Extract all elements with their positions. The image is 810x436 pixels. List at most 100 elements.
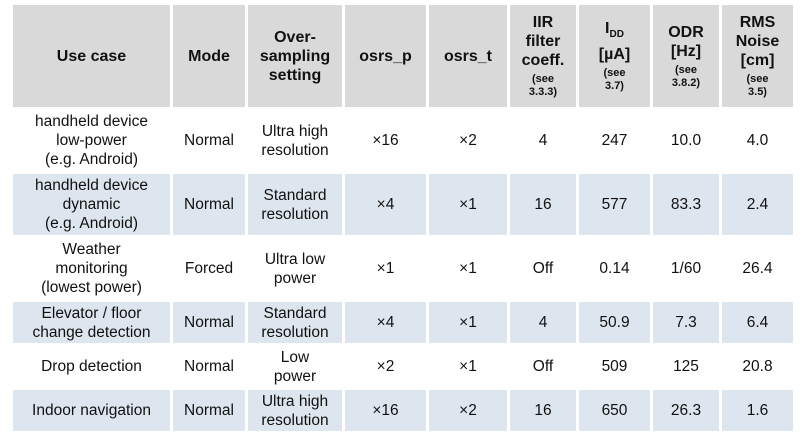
table-cell: ×2 xyxy=(429,110,507,171)
cell-line: 10.0 xyxy=(670,132,702,149)
table-cell: Indoor navigation xyxy=(13,390,170,431)
table-cell: Ultra low power xyxy=(248,238,342,299)
header-line: [cm] xyxy=(740,52,775,69)
cell-line: ×1 xyxy=(459,314,477,331)
cell-line: 509 xyxy=(601,358,628,375)
table-cell: ×1 xyxy=(429,302,507,343)
cell-line: Normal xyxy=(184,196,234,213)
header-note: (see 3.7) xyxy=(579,67,650,93)
header-line: [µA] xyxy=(598,45,631,63)
table-cell: 16 xyxy=(510,390,576,431)
note-line: 3.7) xyxy=(605,79,624,92)
table-cell: ×1 xyxy=(345,238,426,299)
cell-line: 6.4 xyxy=(746,314,769,331)
cell-line: 7.3 xyxy=(675,314,697,331)
cell-line: 2.4 xyxy=(746,196,769,213)
settings-table: Use case Mode Over-sampling setting osrs_p os… xyxy=(10,2,796,434)
table-body: handheld device low-power (e.g. Android) No… xyxy=(13,110,793,431)
table-cell: 1.6 xyxy=(722,390,793,431)
note-line: 3.8.2) xyxy=(671,76,701,89)
cell-line: 4 xyxy=(538,132,548,149)
cell-line: 16 xyxy=(534,196,552,213)
cell-line: ×1 xyxy=(376,260,395,277)
header-line: osrs_t xyxy=(443,47,493,65)
table-cell: Low power xyxy=(248,346,342,387)
table-row: Weather monitoring (lowest power) Forced Ult… xyxy=(13,238,793,299)
cell-line: Normal xyxy=(184,132,234,149)
cell-line: monitoring xyxy=(55,260,128,277)
cell-line: Off xyxy=(532,260,554,277)
header-cell: RMS Noise [cm] (see 3.5) xyxy=(722,5,793,107)
header-cell: Use case xyxy=(13,5,170,107)
cell-line: change detection xyxy=(32,323,151,341)
cell-line: Forced xyxy=(184,260,234,277)
cell-line: 4.0 xyxy=(746,132,769,149)
table-cell: 4.0 xyxy=(722,110,793,171)
cell-line: 20.8 xyxy=(742,358,773,375)
cell-line: 125 xyxy=(673,358,699,375)
table-cell: 83.3 xyxy=(653,174,719,235)
header-line: Over- xyxy=(274,28,316,46)
header-cell: IIR filter coeff. (see 3.3.3) xyxy=(510,5,576,107)
table-row: Drop detection Normal Low power ×2 ×1 Off 509 12… xyxy=(13,346,793,387)
cell-line: Normal xyxy=(184,358,234,375)
cell-line: 83.3 xyxy=(670,196,702,213)
header-line: Noise xyxy=(735,33,780,50)
cell-line: Normal xyxy=(184,402,234,419)
cell-line: 247 xyxy=(601,132,628,149)
header-line: IIR xyxy=(532,14,554,31)
table-cell: Ultra high resolution xyxy=(248,110,342,171)
table-cell: 125 xyxy=(653,346,719,387)
cell-line: Indoor navigation xyxy=(32,402,151,419)
cell-line: Weather xyxy=(62,241,121,258)
note-line: (see xyxy=(531,73,555,85)
cell-line: 0.14 xyxy=(599,260,630,277)
header-cell: Over-sampling setting xyxy=(248,5,342,107)
cell-line: Ultra high xyxy=(261,392,329,410)
cell-line: 577 xyxy=(601,196,628,213)
table-cell: 4 xyxy=(510,110,576,171)
table-cell: Ultra high resolution xyxy=(248,390,342,431)
cell-line: 1.6 xyxy=(746,402,769,419)
table-cell: Off xyxy=(510,238,576,299)
cell-line: resolution xyxy=(261,411,329,429)
table-cell: 247 xyxy=(579,110,650,171)
table-cell: 26.3 xyxy=(653,390,719,431)
header-line: osrs_p xyxy=(359,47,412,65)
table-cell: Weather monitoring (lowest power) xyxy=(13,238,170,299)
table-cell: 50.9 xyxy=(579,302,650,343)
cell-line: resolution xyxy=(261,323,329,341)
table-cell: 0.14 xyxy=(579,238,650,299)
table-cell: ×16 xyxy=(345,390,426,431)
table-cell: 4 xyxy=(510,302,576,343)
cell-line: 26.3 xyxy=(670,402,702,419)
table-cell: handheld device dynamic (e.g. Android) xyxy=(13,174,170,235)
note-line: (see xyxy=(746,73,769,85)
table-cell: handheld device low-power (e.g. Android) xyxy=(13,110,170,171)
table-cell: 509 xyxy=(579,346,650,387)
cell-line: ×1 xyxy=(459,260,477,277)
table-row: handheld device dynamic (e.g. Android) Norm… xyxy=(13,174,793,235)
cell-line: ×16 xyxy=(372,132,399,149)
table-cell: ×1 xyxy=(429,238,507,299)
cell-line: Normal xyxy=(184,314,234,331)
header-note: (see 3.5) xyxy=(722,73,793,99)
note-line: 3.5) xyxy=(748,86,767,98)
cell-line: handheld device xyxy=(35,177,148,194)
table-cell: Off xyxy=(510,346,576,387)
cell-line: resolution xyxy=(261,205,329,223)
note-line: 3.3.3) xyxy=(528,86,558,98)
header-sub: DD xyxy=(609,29,624,41)
cell-line: dynamic xyxy=(62,196,121,213)
cell-line: (e.g. Android) xyxy=(44,151,139,168)
header-cell: osrs_t xyxy=(429,5,507,107)
cell-line: (lowest power) xyxy=(41,279,142,296)
header-main: I xyxy=(605,20,610,38)
header-line: RMS xyxy=(739,14,776,31)
table-cell: Standard resolution xyxy=(248,302,342,343)
cell-line: ×2 xyxy=(459,402,477,419)
table-cell: 26.4 xyxy=(722,238,793,299)
table-cell: 2.4 xyxy=(722,174,793,235)
header-line: ODR xyxy=(668,23,704,41)
cell-line: Elevator / floor xyxy=(41,304,142,322)
